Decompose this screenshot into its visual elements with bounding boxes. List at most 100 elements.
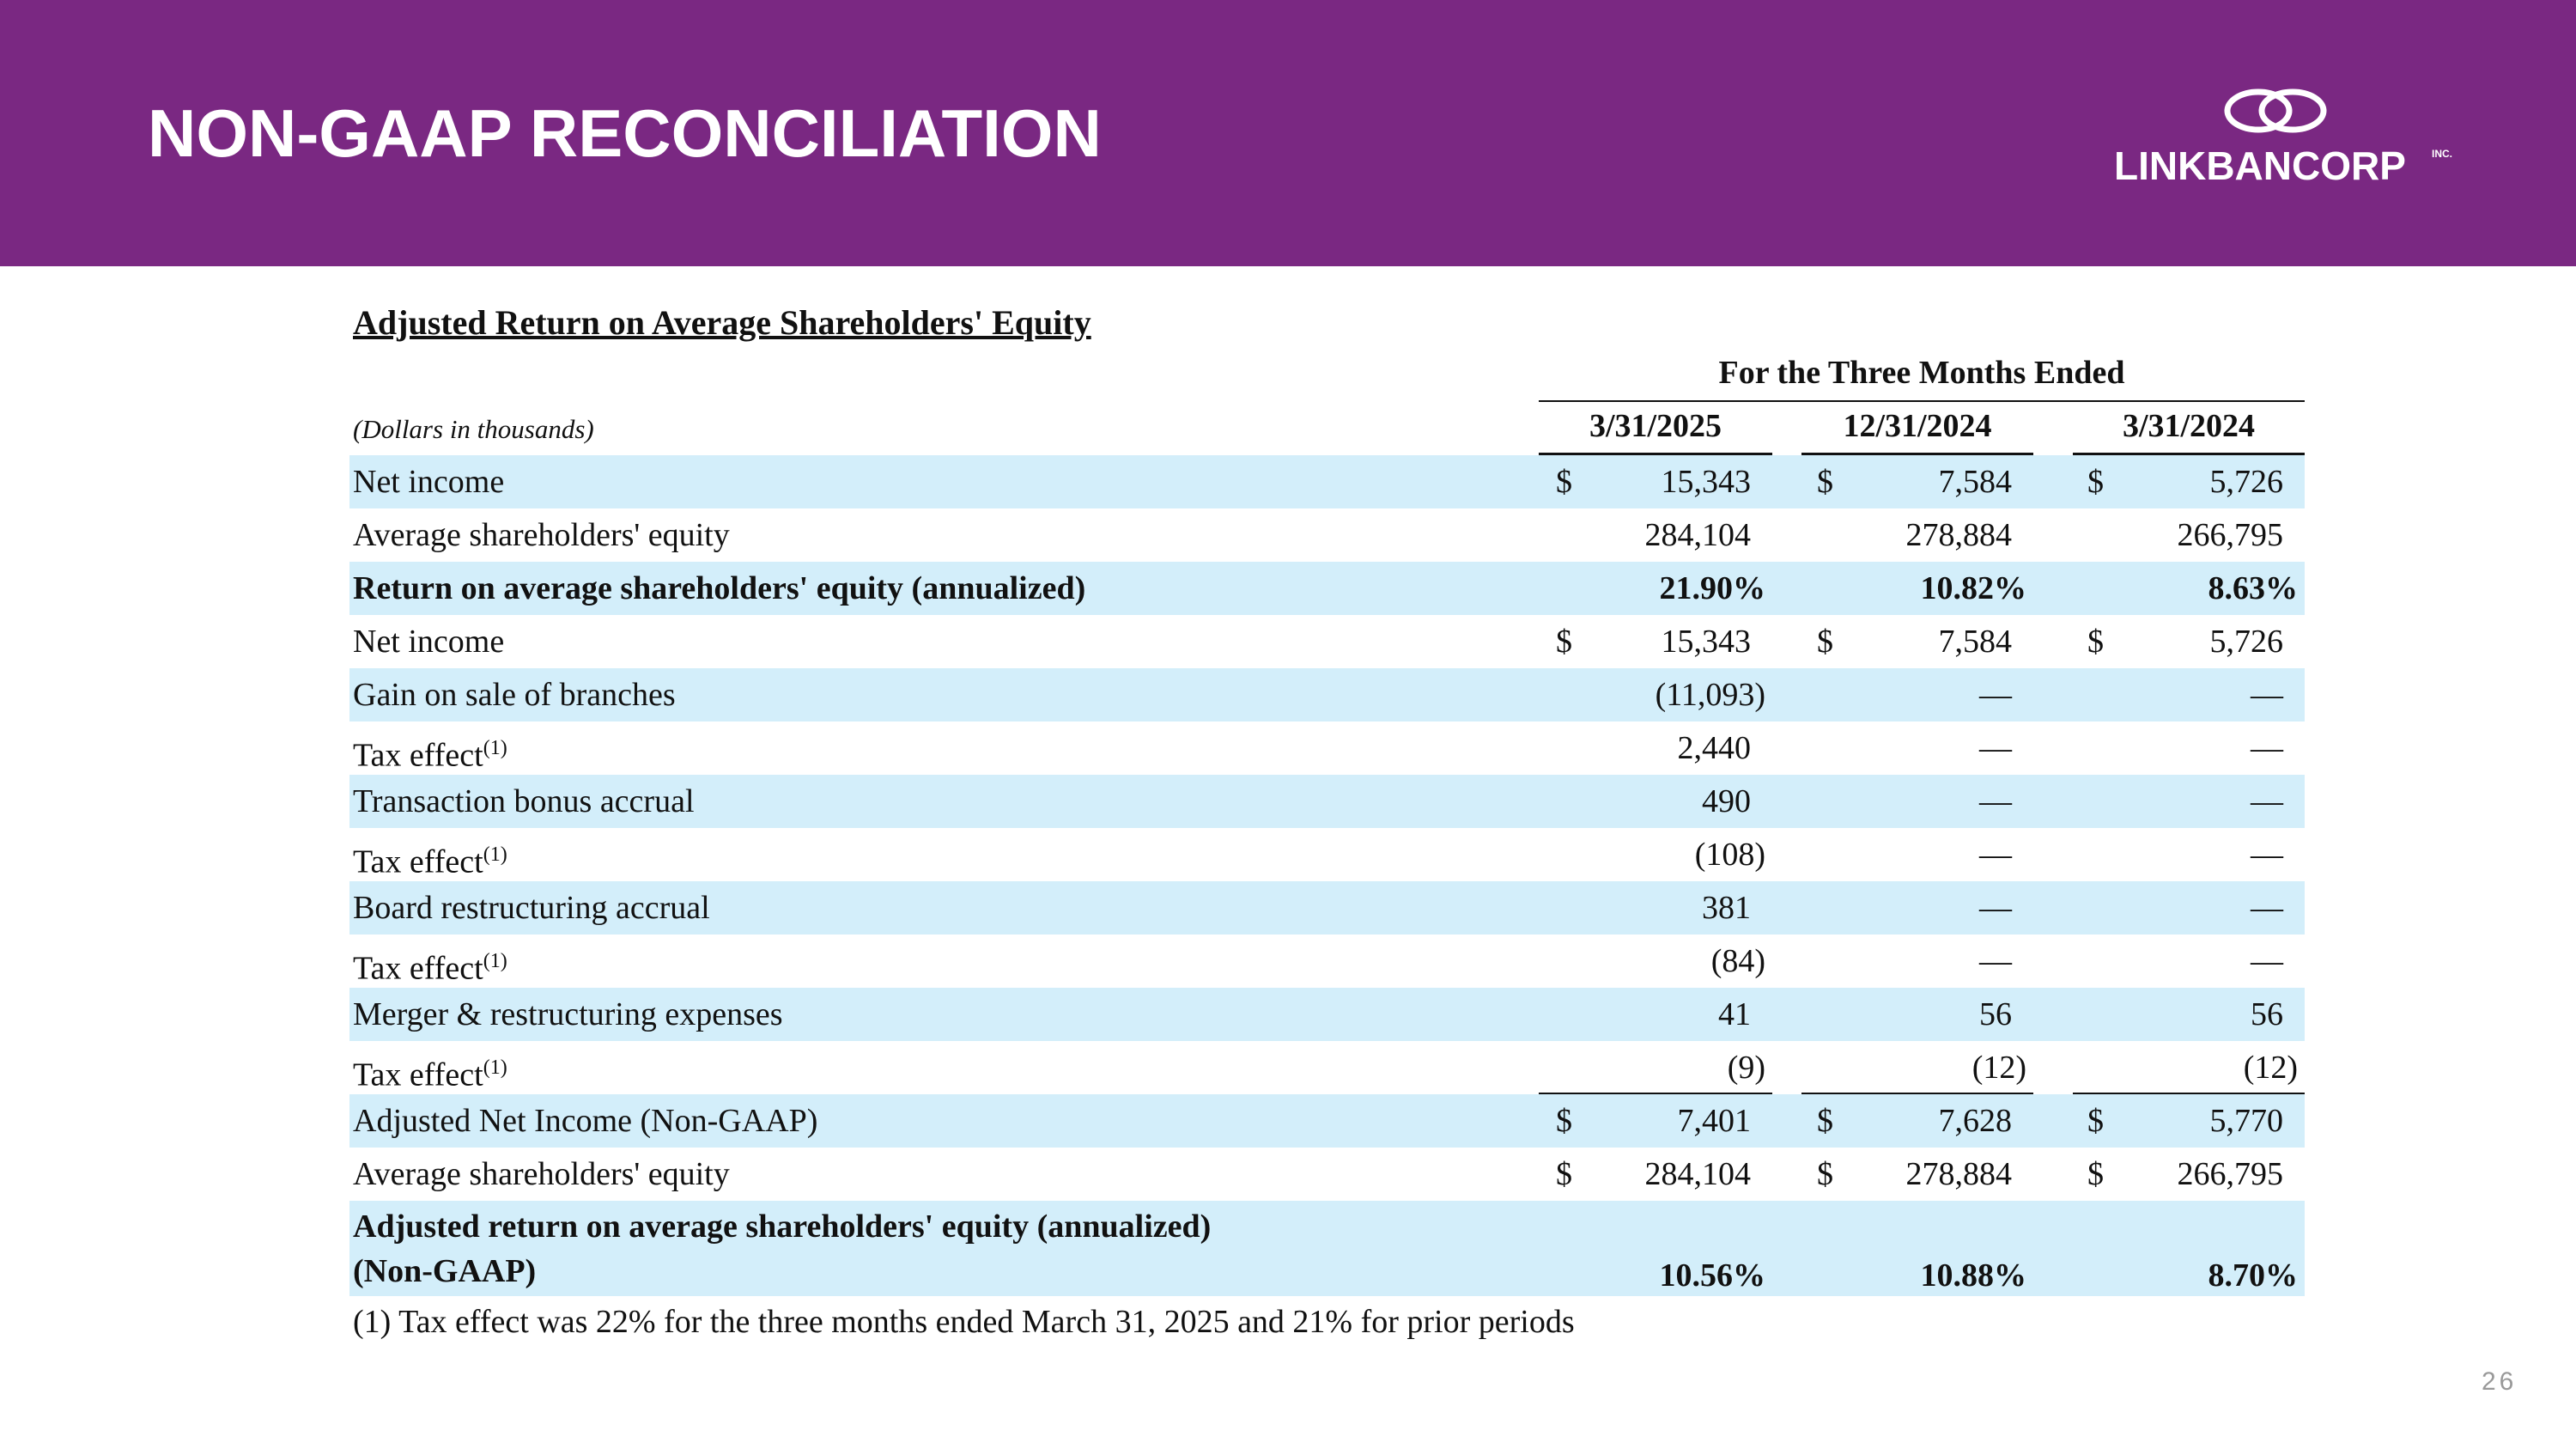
cell-value: — (2251, 730, 2283, 766)
cell-value: 7,584 (1938, 464, 2013, 500)
row-label: Return on average shareholders' equity (… (353, 570, 1086, 606)
column-header: 3/31/2025 (1589, 408, 1722, 444)
rule (2073, 453, 2305, 455)
cell-value: 2,440 (1677, 730, 1752, 766)
cell-value: — (1979, 837, 2012, 873)
rule (1539, 400, 2305, 402)
rule (2073, 1093, 2305, 1094)
cell-value: 284,104 (1644, 517, 1752, 553)
cell-value: — (1979, 783, 2012, 819)
currency: $ (2087, 464, 2104, 500)
cell-value: 56 (2251, 996, 2283, 1032)
cell-value: 381 (1702, 890, 1751, 926)
row-shading (349, 1094, 2305, 1148)
cell-value: — (2251, 783, 2283, 819)
cell-value: 266,795 (2177, 517, 2284, 553)
currency: $ (1817, 624, 1833, 660)
cell-value: 15,343 (1661, 624, 1752, 660)
cell-value: — (1979, 943, 2012, 979)
row-label: Tax effect(1) (353, 737, 507, 774)
rule (1801, 1093, 2033, 1094)
row-shading (349, 562, 2305, 615)
header-banner (0, 0, 2576, 266)
cell-value: 56 (1979, 996, 2012, 1032)
cell-value: 8.63% (2208, 570, 2299, 606)
cell-value: — (1979, 730, 2012, 766)
row-label: Tax effect(1) (353, 843, 507, 880)
cell-value: (84) (1710, 943, 1765, 979)
currency: $ (1817, 1156, 1833, 1192)
currency: $ (2087, 1103, 2104, 1139)
row-label: Tax effect(1) (353, 1056, 507, 1093)
footnote: (1) Tax effect was 22% for the three mon… (353, 1304, 1575, 1340)
row-label: (Non-GAAP) (353, 1253, 537, 1289)
cell-value: 41 (1718, 996, 1751, 1032)
cell-value: 284,104 (1644, 1156, 1752, 1192)
row-label: Average shareholders' equity (353, 517, 730, 553)
cell-value: 266,795 (2177, 1156, 2284, 1192)
row-shading (349, 1201, 2305, 1296)
cell-value: — (2251, 837, 2283, 873)
cell-value: 8.70% (2208, 1257, 2299, 1294)
column-header: 3/31/2024 (2122, 408, 2256, 444)
cell-value: — (2251, 890, 2283, 926)
cell-value: 490 (1702, 783, 1751, 819)
row-shading (349, 668, 2305, 721)
row-label: Tax effect(1) (353, 950, 507, 987)
row-shading (349, 988, 2305, 1041)
currency: $ (1556, 1156, 1572, 1192)
period-header: For the Three Months Ended (1718, 355, 2125, 391)
cell-value: (12) (1971, 1050, 2026, 1086)
cell-value: 10.56% (1659, 1257, 1766, 1294)
cell-value: 278,884 (1905, 517, 2013, 553)
cell-value: — (2251, 677, 2283, 713)
currency: $ (1556, 464, 1572, 500)
cell-value: (11,093) (1655, 677, 1765, 713)
cell-value: (12) (2243, 1050, 2298, 1086)
cell-value: 7,401 (1677, 1103, 1752, 1139)
currency: $ (1817, 1103, 1833, 1139)
rule (1539, 453, 1772, 455)
cell-value: — (1979, 677, 2012, 713)
row-label: Average shareholders' equity (353, 1156, 730, 1192)
row-label: Net income (353, 624, 505, 660)
cell-value: — (1979, 890, 2012, 926)
slide-title: NON-GAAP RECONCILIATION (148, 95, 1102, 171)
row-label: Board restructuring accrual (353, 890, 710, 926)
cell-value: (9) (1727, 1050, 1765, 1086)
units: (Dollars in thousands) (353, 414, 594, 444)
logo-mark (2224, 88, 2327, 133)
cell-value: 15,343 (1661, 464, 1752, 500)
row-label: Net income (353, 464, 505, 500)
cell-value: 5,770 (2209, 1103, 2284, 1139)
row-label: Adjusted return on average shareholders'… (353, 1209, 1212, 1245)
cell-value: 21.90% (1659, 570, 1766, 606)
row-label: Adjusted Net Income (Non-GAAP) (353, 1103, 818, 1139)
footnote-marker: (1) (483, 950, 507, 972)
cell-value: 10.82% (1920, 570, 2027, 606)
row-label: Merger & restructuring expenses (353, 996, 783, 1032)
cell-value: 5,726 (2209, 464, 2284, 500)
row-shading (349, 775, 2305, 828)
cell-value: 5,726 (2209, 624, 2284, 660)
rule (1539, 1093, 1772, 1094)
footnote-marker: (1) (483, 843, 507, 866)
logo-text: LINKBANCORP (2114, 143, 2406, 188)
logo-suffix: INC. (2432, 148, 2452, 160)
footnote-marker: (1) (483, 1056, 507, 1079)
row-shading (349, 455, 2305, 508)
footnote-marker: (1) (483, 737, 507, 759)
row-shading (349, 881, 2305, 935)
currency: $ (1556, 624, 1572, 660)
page-number: 26 (2482, 1367, 2518, 1396)
currency: $ (1556, 1103, 1572, 1139)
row-label: Gain on sale of branches (353, 677, 676, 713)
row-label: Transaction bonus accrual (353, 783, 695, 819)
column-header: 12/31/2024 (1843, 408, 1992, 444)
cell-value: 7,584 (1938, 624, 2013, 660)
cell-value: 278,884 (1905, 1156, 2013, 1192)
cell-value: (108) (1694, 837, 1765, 873)
currency: $ (2087, 624, 2104, 660)
currency: $ (1817, 464, 1833, 500)
